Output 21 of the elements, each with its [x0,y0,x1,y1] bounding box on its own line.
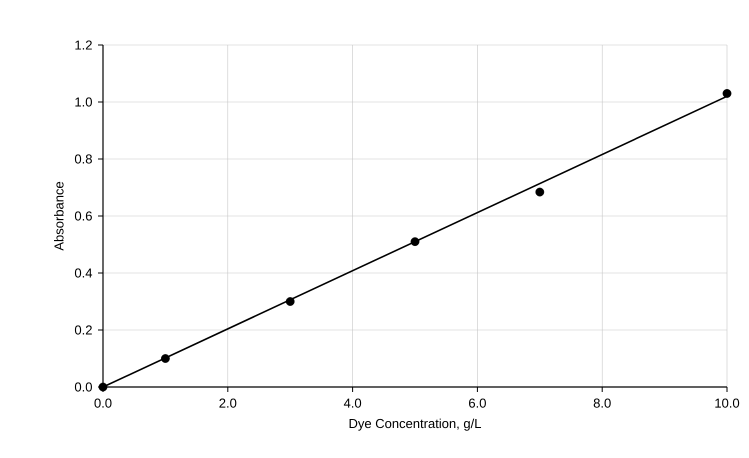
y-tick-label: 0.6 [74,211,92,221]
y-tick-label: 1.2 [75,40,92,50]
y-tick-label: 0.2 [74,325,92,335]
point [410,237,420,246]
point [722,89,732,98]
x-tick-label: 0.0 [94,398,112,408]
point [98,382,108,392]
y-tick-label: 1.0 [75,97,92,107]
x-tick-label: 2.0 [219,398,236,408]
point [161,354,170,363]
point [286,297,295,306]
y-tick-label: 0.8 [74,154,92,164]
point [535,188,544,196]
x-tick-label: 4.0 [344,398,362,408]
y-axis-title: Absorbance [54,182,64,251]
y-tick-label: 0.0 [74,382,92,392]
x-axis-title: Dye Concentration, g/L [350,418,482,431]
x-tick-label: 6.0 [469,398,486,408]
x-tick-label: 10.0 [715,398,740,408]
x-tick-label: 8.0 [594,398,611,408]
y-tick-label: 0.4 [74,268,92,278]
